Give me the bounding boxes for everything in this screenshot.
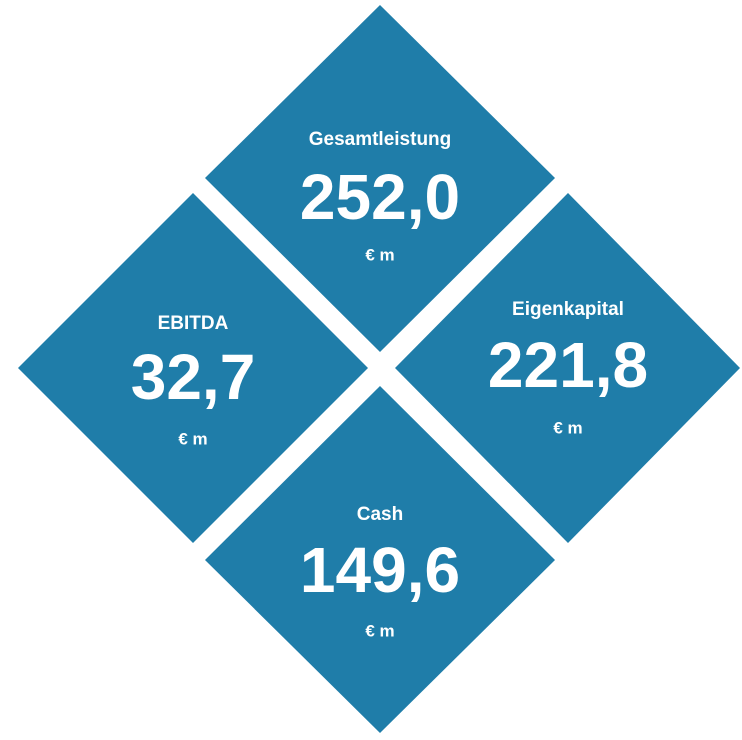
node-label: Gesamtleistung xyxy=(309,129,452,150)
node-value: 149,6 xyxy=(300,534,460,606)
node-value: 252,0 xyxy=(300,161,460,233)
node-label: Cash xyxy=(357,504,403,525)
node-unit: € m xyxy=(553,418,582,437)
node-label: Eigenkapital xyxy=(512,299,624,320)
node-unit: € m xyxy=(365,621,394,640)
node-label: EBITDA xyxy=(158,313,229,334)
node-unit: € m xyxy=(365,245,394,264)
node-value: 32,7 xyxy=(131,341,256,413)
node-value: 221,8 xyxy=(488,329,648,401)
diamond-top xyxy=(205,5,555,352)
diamond-left xyxy=(18,193,368,543)
diamond-right xyxy=(395,193,740,543)
node-unit: € m xyxy=(178,429,207,448)
diamond-bottom xyxy=(205,386,555,733)
